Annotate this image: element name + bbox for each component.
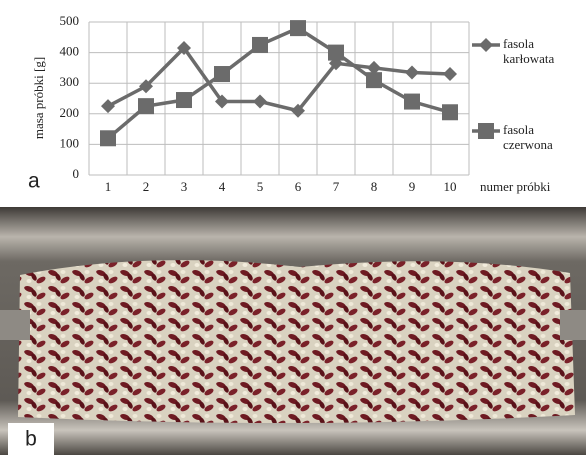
y-axis-title: masa próbki [g]: [31, 57, 46, 139]
x-tick-label: 6: [295, 179, 302, 194]
legend-marker: [479, 38, 493, 52]
y-tick-label: 500: [60, 13, 80, 28]
x-tick-label: 4: [219, 179, 226, 194]
marker: [214, 66, 230, 82]
panel-label: a: [28, 170, 40, 193]
x-tick-label: 8: [371, 179, 378, 194]
y-tick-label: 200: [60, 105, 80, 120]
x-tick-label: 10: [444, 179, 457, 194]
x-tick-label: 2: [143, 179, 150, 194]
marker: [100, 130, 116, 146]
y-tick-label: 100: [60, 135, 80, 150]
x-tick-label: 3: [181, 179, 188, 194]
marker: [176, 92, 192, 108]
x-tick-label: 7: [333, 179, 340, 194]
legend-label: fasola karłowata: [503, 36, 583, 66]
marker: [442, 104, 458, 120]
page: {"chart_data": {"type": "line", "annotat…: [0, 0, 586, 455]
marker: [443, 67, 457, 81]
marker: [101, 99, 115, 113]
legend-marker: [478, 123, 494, 139]
y-tick-label: 400: [60, 44, 80, 59]
clamp: [560, 310, 586, 340]
marker: [290, 20, 306, 36]
legend-label: fasola czerwona: [503, 122, 583, 152]
marker: [253, 95, 267, 109]
marker: [138, 98, 154, 114]
marker: [252, 37, 268, 53]
y-tick-label: 300: [60, 74, 80, 89]
x-axis-title: numer próbki: [480, 179, 551, 194]
marker: [404, 94, 420, 110]
x-tick-label: 9: [409, 179, 416, 194]
chart: masa próbki [g] numer próbki a 0 100 200 30…: [0, 0, 586, 205]
x-tick-label: 5: [257, 179, 264, 194]
marker: [328, 45, 344, 61]
panel-label: b: [25, 428, 37, 451]
y-tick-label: 0: [73, 166, 80, 181]
marker: [405, 65, 419, 79]
bean-bed: [18, 260, 575, 423]
x-tick-label: 1: [105, 179, 112, 194]
clamp: [0, 310, 30, 340]
photo: b: [0, 205, 586, 455]
marker: [366, 72, 382, 88]
